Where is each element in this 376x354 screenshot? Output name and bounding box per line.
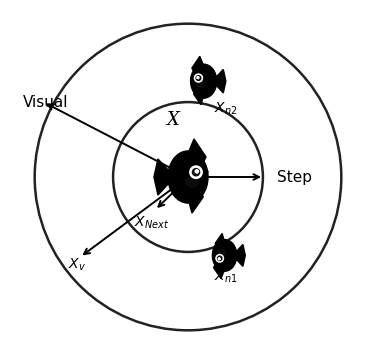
Polygon shape (214, 260, 227, 279)
Circle shape (196, 76, 201, 80)
Polygon shape (154, 159, 173, 195)
Circle shape (195, 170, 199, 173)
Circle shape (194, 74, 203, 82)
Text: $X_{Next}$: $X_{Next}$ (134, 215, 169, 231)
Ellipse shape (191, 64, 217, 98)
Text: $X_{n1}$: $X_{n1}$ (214, 268, 238, 285)
Circle shape (218, 258, 220, 260)
Circle shape (197, 76, 199, 79)
Circle shape (193, 169, 200, 176)
Polygon shape (214, 69, 226, 93)
Circle shape (216, 255, 223, 262)
Ellipse shape (186, 177, 198, 187)
Text: $X_{n2}$: $X_{n2}$ (214, 101, 238, 117)
Polygon shape (212, 254, 223, 259)
Text: X: X (166, 110, 179, 129)
Circle shape (217, 256, 222, 261)
Text: Visual: Visual (23, 95, 68, 110)
Polygon shape (215, 233, 226, 251)
Polygon shape (191, 77, 202, 82)
Ellipse shape (168, 151, 208, 203)
Polygon shape (186, 185, 203, 213)
Text: $X_{v}$: $X_{v}$ (68, 257, 86, 273)
Ellipse shape (197, 81, 205, 87)
Polygon shape (234, 244, 245, 266)
Polygon shape (192, 56, 206, 76)
Polygon shape (184, 139, 206, 169)
Text: Step: Step (277, 170, 312, 185)
Circle shape (190, 166, 202, 178)
Ellipse shape (212, 240, 237, 271)
Polygon shape (190, 171, 208, 179)
Ellipse shape (218, 250, 226, 256)
Polygon shape (194, 86, 205, 105)
